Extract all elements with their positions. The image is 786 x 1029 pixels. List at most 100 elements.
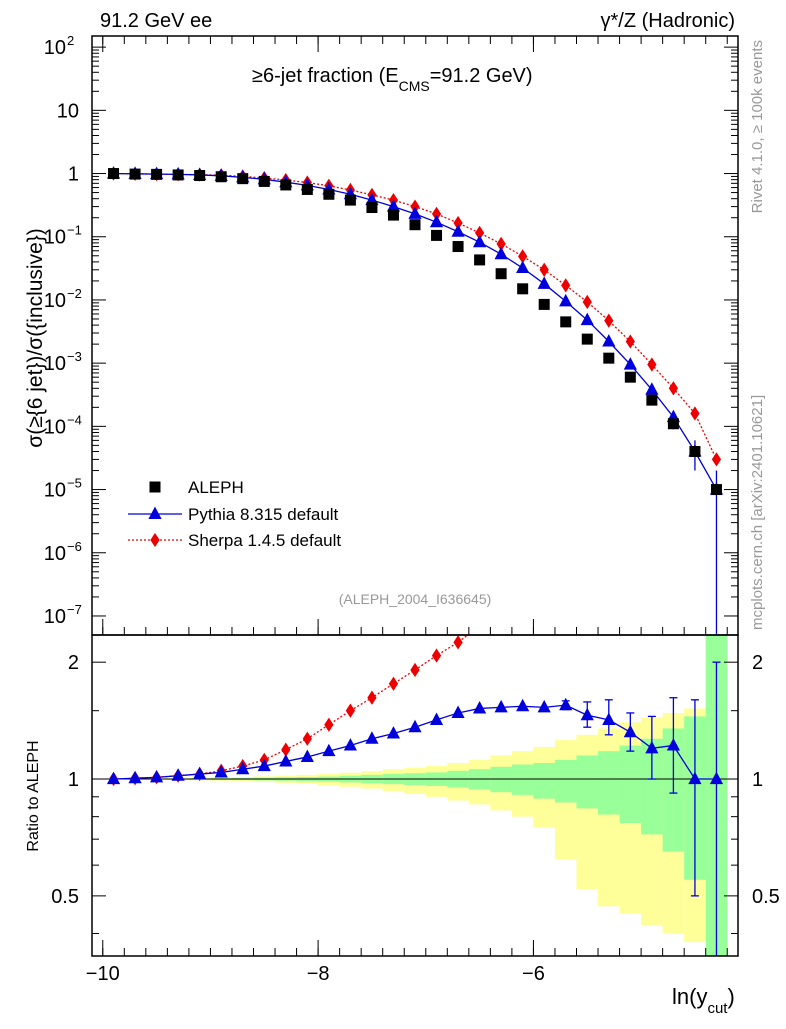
aleph-marker: [280, 179, 291, 190]
pythia-marker: [495, 700, 508, 712]
top-ytick-exponent: −7: [67, 602, 82, 617]
aleph-marker: [130, 169, 141, 180]
band-green-bin: [577, 755, 599, 808]
sherpa-marker: [647, 357, 656, 371]
aleph-marker: [388, 210, 399, 221]
pythia-marker: [559, 294, 572, 306]
aleph-marker: [711, 484, 722, 495]
sherpa-marker: [410, 663, 419, 677]
sherpa-marker: [367, 691, 376, 705]
pythia-marker: [128, 771, 141, 783]
top-plot-series: [107, 166, 723, 742]
band-green-bin: [598, 751, 620, 814]
band-green-bin: [512, 765, 534, 795]
aleph-marker: [646, 395, 657, 406]
sherpa-marker: [561, 542, 570, 556]
xtick-label: −10: [86, 963, 120, 985]
pythia-marker: [495, 247, 508, 259]
sherpa-marker: [389, 677, 398, 691]
aleph-marker: [625, 372, 636, 383]
sherpa-marker: [583, 526, 592, 540]
mcplots-label: mcplots.cern.ch [arXiv:2401.10621]: [749, 395, 766, 630]
sherpa-marker: [303, 732, 312, 746]
top-ytick-exponent: −6: [67, 539, 82, 554]
pythia-marker: [473, 235, 486, 247]
sherpa-marker: [561, 278, 570, 292]
aleph-marker: [216, 171, 227, 182]
aleph-marker: [173, 169, 184, 180]
xlabel: ln(ycut): [672, 984, 735, 1017]
top-ylabel: σ(≥{6 jet})/σ({inclusive}): [24, 228, 47, 448]
bottom-ytick-label-left: 0.5: [51, 886, 79, 908]
pythia-marker: [148, 507, 161, 519]
pythia-marker: [107, 772, 120, 784]
legend: ALEPH Pythia 8.315 default Sherpa 1.4.5 de…: [128, 478, 341, 550]
bottom-ytick-label-right: 0.5: [752, 886, 780, 908]
aleph-marker: [259, 176, 270, 187]
xtick-label: −6: [522, 963, 545, 985]
sherpa-marker: [669, 381, 678, 395]
top-ytick-exponent: −4: [67, 412, 82, 427]
pythia-marker: [538, 700, 551, 712]
band-green-bin: [620, 746, 642, 824]
aleph-marker: [539, 299, 550, 310]
sherpa-marker: [712, 452, 721, 466]
aleph-marker: [194, 170, 205, 181]
sherpa-marker: [540, 263, 549, 277]
aleph-marker: [302, 184, 313, 195]
band-green-bin: [555, 760, 577, 803]
xtick-label: −8: [307, 963, 330, 985]
top-ytick-label: 10: [44, 353, 66, 375]
top-title: ≥6-jet fraction (ECMS=91.2 GeV): [252, 65, 533, 94]
aleph-marker: [345, 195, 356, 206]
pythia-marker: [473, 701, 486, 713]
pythia-marker: [538, 276, 551, 288]
aleph-marker: [453, 241, 464, 252]
aleph-marker: [689, 446, 700, 457]
top-ytick-label: 10: [44, 480, 66, 502]
sherpa-marker: [626, 501, 635, 515]
top-ytick-label: 10: [44, 606, 66, 628]
legend-sherpa-label: Sherpa 1.4.5 default: [188, 531, 341, 550]
top-ytick-label: 10: [57, 100, 79, 122]
pythia-marker: [581, 313, 594, 325]
pythia-marker: [602, 334, 615, 346]
band-green-bin: [533, 763, 555, 799]
uncertainty-bands: [103, 631, 727, 956]
sherpa-marker: [626, 334, 635, 348]
legend-aleph-label: ALEPH: [188, 478, 244, 497]
sherpa-marker: [604, 314, 613, 328]
top-ytick-exponent: −2: [67, 286, 82, 301]
header-left: 91.2 GeV ee: [100, 10, 212, 32]
top-ytick-label: 10: [44, 227, 66, 249]
bottom-ytick-label-right: 1: [752, 769, 763, 791]
aleph-marker: [151, 169, 162, 180]
top-ytick-exponent: −3: [67, 349, 82, 364]
pythia-marker: [451, 224, 464, 236]
aleph-marker: [517, 283, 528, 294]
sherpa-marker: [583, 295, 592, 309]
sherpa-marker: [453, 635, 462, 649]
aleph-marker: [410, 219, 421, 230]
sherpa-marker: [432, 648, 441, 662]
top-ytick-label: 10: [44, 290, 66, 312]
aleph-marker: [496, 268, 507, 279]
header-right: γ*/Z (Hadronic): [601, 10, 735, 32]
top-ytick-label: 10: [44, 37, 66, 59]
aleph-marker: [582, 334, 593, 345]
aleph-marker: [323, 189, 334, 200]
sherpa-marker: [669, 481, 678, 495]
pythia-marker: [581, 708, 594, 720]
sherpa-marker: [647, 491, 656, 505]
aleph-marker: [603, 353, 614, 364]
sherpa-marker: [540, 561, 549, 575]
top-ytick-exponent: 2: [67, 33, 74, 48]
legend-pythia-label: Pythia 8.315 default: [188, 505, 339, 524]
top-ytick-label: 10: [44, 416, 66, 438]
bottom-ytick-label-left: 1: [68, 769, 79, 791]
sherpa-marker: [346, 704, 355, 718]
sherpa-marker: [604, 511, 613, 525]
rivet-label: Rivet 4.1.0, ≥ 100k events: [749, 40, 766, 213]
